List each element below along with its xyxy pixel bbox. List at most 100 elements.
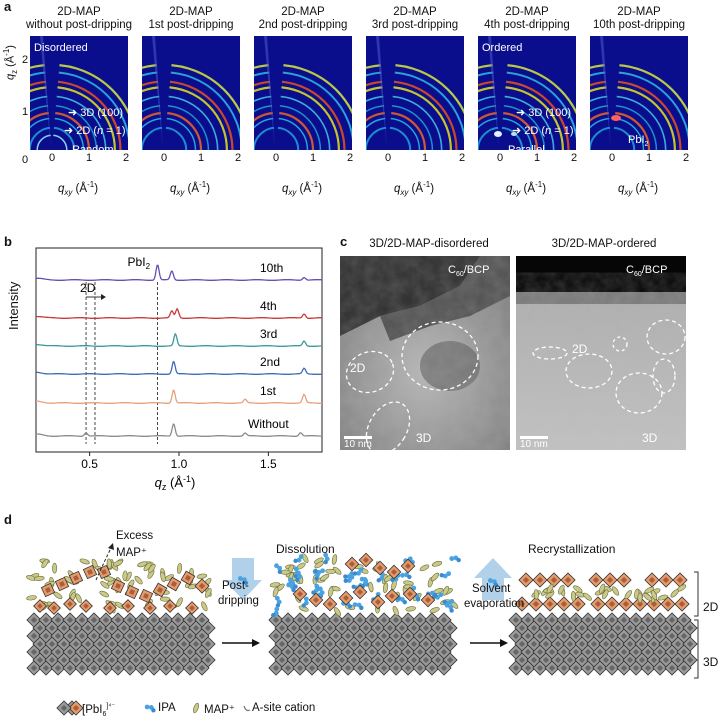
- tem-image-disordered: 2D 3D 10 nm: [340, 256, 510, 450]
- tem-disordered-c60-label: C60/BCP: [448, 264, 490, 279]
- giwaxs-5-xtick-2: 2: [571, 152, 578, 164]
- giwaxs-title-6: 2D-MAP 10th post-dripping: [592, 6, 686, 31]
- excess-label: Excess: [116, 530, 154, 542]
- giwaxs-2-xlabel: qxy (Å-1): [169, 180, 211, 198]
- giwaxs-disordered-label: Disordered: [34, 42, 88, 54]
- giwaxs-2-xtick-1: 1: [198, 152, 205, 164]
- giwaxs-1-xtick-2: 2: [123, 152, 130, 164]
- giwaxs-panel-6: [590, 36, 688, 150]
- xrd-series-5: [36, 264, 323, 281]
- schematic: [26, 543, 699, 716]
- giwaxs-1-peak3d-label: ➜ 3D (100): [68, 107, 124, 119]
- giwaxs-2-xtick-0: 0: [161, 152, 168, 164]
- giwaxs-parallel-label: Parallel: [508, 144, 545, 156]
- xrd-2d-label: 2D: [80, 281, 96, 295]
- solvent-label-2: evaporation: [464, 598, 525, 610]
- giwaxs-title-1: 2D-MAP without post-dripping: [25, 6, 133, 31]
- giwaxs-title-2: 2D-MAP 1st post-dripping: [148, 6, 234, 31]
- tem-image-ordered: 2D 3D 10 nm: [516, 256, 686, 450]
- giwaxs-5-xtick-1: 1: [534, 152, 541, 164]
- xrd-chart: 0.5 1.0 1.5 qz (Å-1) Without 1st 2nd 3rd 4th 10th…: [35, 247, 323, 490]
- xrd-series-1: [36, 389, 322, 404]
- giwaxs-1-xtick-0: 0: [49, 152, 56, 164]
- xrd-xlabel: qz (Å-1): [155, 474, 196, 490]
- giwaxs-6-xlabel: qxy (Å-1): [617, 180, 659, 198]
- xrd-series-label-5: 10th: [260, 261, 283, 275]
- giwaxs-1-xtick-1: 1: [86, 152, 93, 164]
- panel-label-d: d: [4, 512, 12, 527]
- panel-a-ytick-2: 2: [22, 54, 29, 66]
- giwaxs-1-xlabel: qxy (Å-1): [57, 180, 99, 198]
- giwaxs-panel-1: [30, 36, 128, 150]
- postdripping-label-2: dripping: [218, 595, 259, 607]
- giwaxs-panel-3: [254, 36, 352, 150]
- giwaxs-3-xtick-0: 0: [273, 152, 280, 164]
- xrd-xtick-1: 1.0: [171, 457, 188, 471]
- giwaxs-4-xlabel: qxy (Å-1): [393, 180, 435, 198]
- legend-ipa-label: IPA: [158, 702, 176, 714]
- giwaxs-panel-2: [142, 36, 240, 150]
- giwaxs-3-xtick-1: 1: [310, 152, 317, 164]
- tem-disordered-3d-label: 3D: [416, 431, 432, 445]
- xrd-series-label-2: 2nd: [260, 355, 280, 369]
- panel-b-ylabel: Intensity: [6, 281, 21, 330]
- dissolution-label: Dissolution: [276, 542, 335, 556]
- giwaxs-panel-5: [478, 36, 576, 150]
- giwaxs-5-peak2d-label: ➜ 2D (n = 1): [512, 125, 574, 137]
- xrd-series-label-0: Without: [248, 417, 289, 431]
- xrd-series-4: [35, 307, 322, 319]
- xrd-series-0: [36, 423, 323, 437]
- giwaxs-5-xlabel: qxy (Å-1): [505, 180, 547, 198]
- giwaxs-5-xtick-0: 0: [497, 152, 504, 164]
- giwaxs-random-label: Random: [72, 144, 114, 156]
- tem-ordered-3d-label: 3D: [642, 431, 658, 445]
- tem-disordered-2d-label: 2D: [350, 361, 366, 375]
- xrd-series-label-3: 3rd: [260, 327, 277, 341]
- giwaxs-6-xtick-0: 0: [609, 152, 616, 164]
- giwaxs-5-peak3d-label: ➜ 3D (100): [516, 107, 572, 119]
- excess-map-label: MAP⁺: [116, 547, 147, 559]
- tem-ordered-scale: 10 nm: [520, 439, 548, 450]
- panel-label-a: a: [4, 0, 12, 14]
- xrd-xtick-0: 0.5: [81, 457, 98, 471]
- tem-ordered-2d-label: 2D: [572, 342, 588, 356]
- legend-pbi6-label: [PbI6]⁴⁻: [82, 703, 116, 719]
- schem-3d-label: 3D: [703, 655, 719, 669]
- xrd-series-3: [35, 332, 323, 347]
- postdripping-label-1: Post-: [222, 580, 249, 592]
- giwaxs-4-xtick-2: 2: [459, 152, 466, 164]
- solvent-label-1: Solvent: [472, 583, 511, 595]
- legend-asite-label: A-site cation: [252, 702, 316, 714]
- xrd-series-2: [35, 360, 322, 375]
- giwaxs-pbi2-label: PbI2: [628, 134, 649, 149]
- giwaxs-ordered-label: Ordered: [482, 42, 523, 54]
- tem-title-disordered: 3D/2D-MAP-disordered: [369, 238, 489, 250]
- giwaxs-title-5: 2D-MAP 4th post-dripping: [484, 6, 570, 31]
- panel-a-ytick-0: 0: [22, 154, 29, 166]
- panel-a-ylabel: qz (Å-1): [2, 45, 19, 80]
- giwaxs-title-4: 2D-MAP 3rd post-dripping: [371, 6, 459, 31]
- giwaxs-title-3: 2D-MAP 2nd post-dripping: [258, 6, 348, 31]
- giwaxs-3-xlabel: qxy (Å-1): [281, 180, 323, 198]
- giwaxs-panel-4: [366, 36, 464, 150]
- giwaxs-2-xtick-2: 2: [235, 152, 242, 164]
- panel-label-b: b: [4, 234, 12, 249]
- schem-2d-label: 2D: [703, 600, 719, 614]
- giwaxs-3-xtick-2: 2: [347, 152, 354, 164]
- recrystallization-label: Recrystallization: [528, 542, 616, 556]
- tem-ordered-c60-label: C60/BCP: [626, 264, 668, 279]
- panel-a-ytick-1: 1: [22, 106, 29, 118]
- xrd-pbi2-label: PbI2: [128, 255, 151, 271]
- tem-disordered-scale: 10 nm: [344, 439, 372, 450]
- giwaxs-6-xtick-2: 2: [683, 152, 690, 164]
- xrd-xtick-2: 1.5: [260, 457, 277, 471]
- xrd-series-label-4: 4th: [260, 299, 277, 313]
- xrd-series-label-1: 1st: [260, 384, 277, 398]
- giwaxs-4-xtick-1: 1: [422, 152, 429, 164]
- tem-title-ordered: 3D/2D-MAP-ordered: [551, 238, 657, 250]
- legend-map-label: MAP⁺: [204, 704, 235, 716]
- giwaxs-6-xtick-1: 1: [646, 152, 653, 164]
- giwaxs-4-xtick-0: 0: [385, 152, 392, 164]
- giwaxs-1-peak2d-label: ➜ 2D (n = 1): [64, 125, 126, 137]
- panel-label-c: c: [340, 234, 348, 249]
